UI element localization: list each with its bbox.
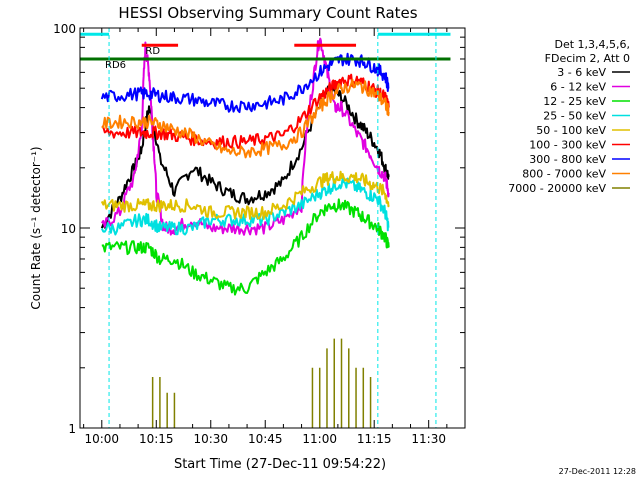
x-tick-label: 10:15 xyxy=(139,432,174,446)
x-tick-label: 10:30 xyxy=(193,432,228,446)
annotation-rd: RD xyxy=(145,46,160,57)
annotation-rd6: RD6 xyxy=(105,60,126,71)
x-axis-label: Start Time (27-Dec-11 09:54:22) xyxy=(174,457,386,472)
legend-label: 800 - 7000 keV xyxy=(522,168,606,181)
plot-frame xyxy=(79,27,466,429)
legend-header-line-2: FDecim 2, Att 0 xyxy=(545,52,630,65)
series-line xyxy=(101,78,390,159)
legend-label: 12 - 25 keV xyxy=(543,95,606,108)
y-tick-label: 1 xyxy=(68,422,76,436)
legend-header-line-1: Det 1,3,4,5,6, xyxy=(554,38,630,51)
series-8 xyxy=(151,338,372,428)
series-line xyxy=(100,37,390,236)
series-1 xyxy=(100,37,390,236)
legend-label: 300 - 800 keV xyxy=(529,153,606,166)
legend-label: 50 - 100 keV xyxy=(536,124,606,137)
series-line xyxy=(101,198,390,296)
y-tick-label: 100 xyxy=(53,22,76,36)
timestamp: 27-Dec-2011 12:28 xyxy=(559,467,636,476)
legend-label: 100 - 300 keV xyxy=(529,139,606,152)
plot-area: 10:00 10:15 10:30 10:45 11:00 11:15 11:30 1 10 10… xyxy=(53,22,465,446)
x-tick-label: 11:00 xyxy=(302,432,337,446)
x-tick-label: 10:00 xyxy=(84,432,119,446)
x-tick-label: 10:45 xyxy=(248,432,283,446)
series-6 xyxy=(100,52,390,114)
series-4 xyxy=(100,170,390,220)
legend-label: 3 - 6 keV xyxy=(557,66,606,79)
series-2 xyxy=(101,198,390,296)
series-line xyxy=(151,338,372,428)
series-7 xyxy=(101,78,390,159)
series-line xyxy=(101,73,390,150)
legend-label: 6 - 12 keV xyxy=(550,81,606,94)
chart-title: HESSI Observing Summary Count Rates xyxy=(118,4,417,22)
y-axis-label: Count Rate (s⁻¹ detector⁻¹) xyxy=(29,146,43,309)
legend-label: 7000 - 20000 keV xyxy=(508,182,606,195)
series-line xyxy=(100,52,390,114)
series-5 xyxy=(101,73,390,150)
x-tick-label: 11:15 xyxy=(357,432,392,446)
legend-label: 25 - 50 keV xyxy=(543,110,606,123)
y-tick-label: 10 xyxy=(61,222,76,236)
series-line xyxy=(100,170,390,220)
x-tick-label: 11:30 xyxy=(411,432,446,446)
